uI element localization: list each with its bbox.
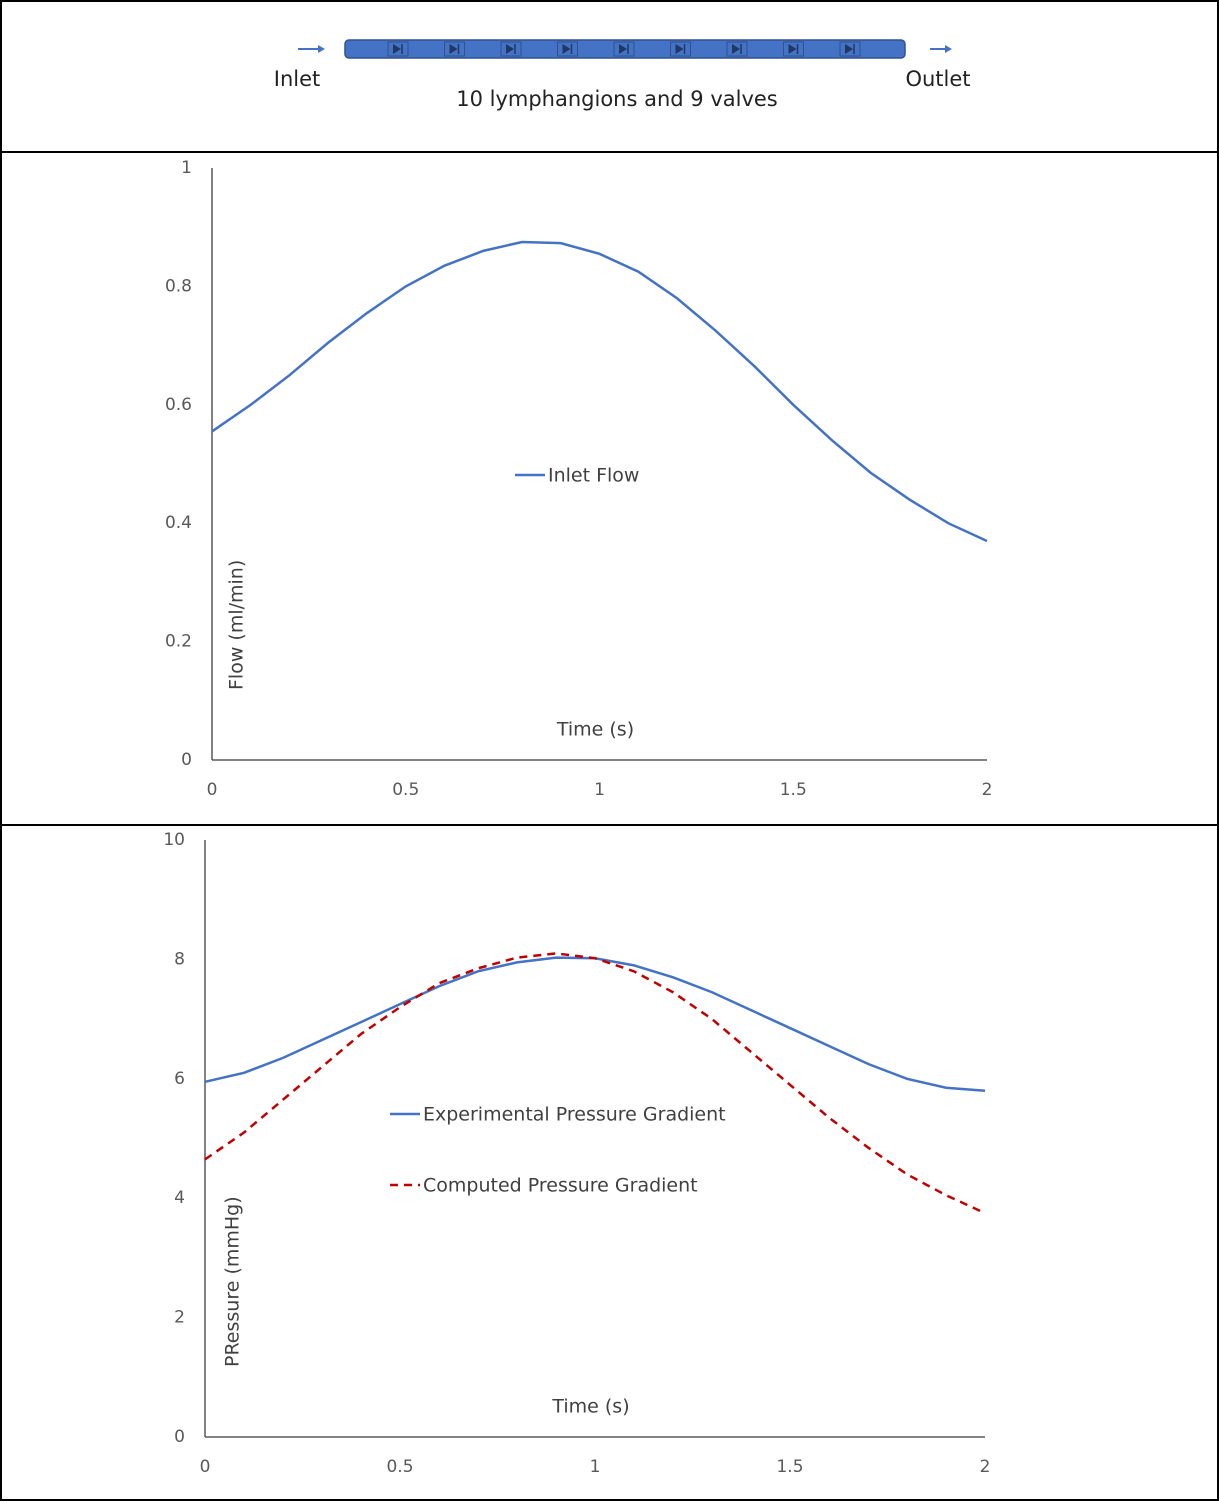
x-tick-label: 0.5 [392,780,419,800]
valve [444,41,465,57]
valve-flap [788,44,797,54]
valve-flap [506,44,514,54]
vessel-diagram: Inlet Outlet 10 lymphangions and 9 valve… [274,39,971,111]
x-tick-label: 1 [590,1457,601,1477]
y-tick-label: 6 [174,1069,185,1089]
y-tick-label: 0 [174,1427,185,1447]
panel-border [0,824,1219,1501]
y-tick-label: 0 [181,750,192,770]
valve [783,41,804,57]
y-tick-label: 2 [174,1308,185,1328]
x-tick-label: 0 [207,780,218,800]
valve [726,41,748,57]
series-line [211,240,988,543]
y-tick-label: 10 [163,830,185,850]
x-tick-label: 0.5 [386,1457,413,1477]
x-tick-label: 2 [980,1457,991,1477]
x-tick-label: 1 [594,780,605,800]
valve-flap [619,44,627,54]
x-tick-label: 0 [200,1457,211,1477]
legend-label: Inlet Flow [548,465,639,487]
valve [557,41,578,57]
valve-flap [675,44,684,54]
arrow-head [945,45,952,53]
y-axis-label: PRessure (mmHg) [222,1196,244,1367]
x-axis-label: Time (s) [556,719,634,741]
x-axis-label: Time (s) [551,1396,629,1418]
valve [613,41,635,57]
diagram-caption: 10 lymphangions and 9 valves [456,87,778,111]
valves [387,41,861,57]
valve [500,41,522,57]
valve-flap [393,44,401,54]
y-tick-label: 0.6 [165,395,192,415]
y-tick-label: 0.2 [165,632,192,652]
y-tick-label: 0.4 [165,513,192,533]
valve-flap [732,44,740,54]
panel-border [0,0,1219,153]
y-tick-label: 8 [174,949,185,969]
y-tick-label: 1 [181,158,192,178]
outlet-label: Outlet [905,67,970,91]
valve-flap [845,44,853,54]
x-tick-label: 1.5 [776,1457,803,1477]
valve [839,41,861,57]
x-tick-label: 1.5 [780,780,807,800]
legend-label: Experimental Pressure Gradient [423,1104,726,1126]
series-line [204,952,986,1215]
valve [387,41,409,57]
series-line [204,956,986,1092]
y-axis-label: Flow (ml/min) [226,560,248,690]
inlet-label: Inlet [274,67,321,91]
arrow-head [318,45,325,53]
valve-flap [562,44,571,54]
legend-label: Computed Pressure Gradient [423,1175,698,1197]
valve [670,41,691,57]
y-tick-label: 4 [174,1188,185,1208]
valve-flap [449,44,458,54]
x-tick-label: 2 [982,780,993,800]
y-tick-label: 0.8 [165,276,192,296]
